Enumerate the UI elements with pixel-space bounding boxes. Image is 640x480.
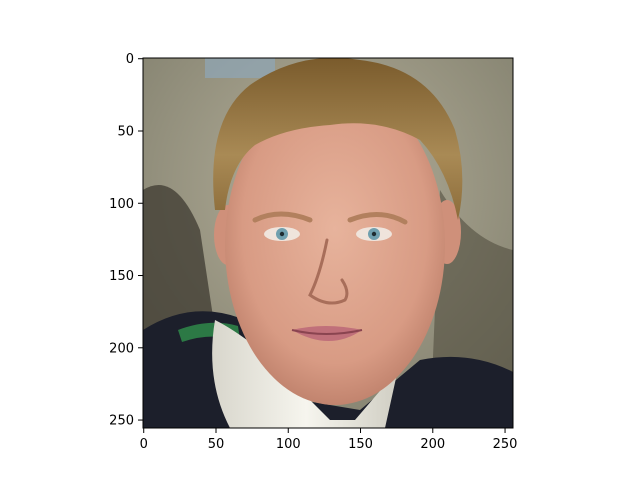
x-tick-label: 250 bbox=[493, 437, 518, 452]
x-tick-label: 100 bbox=[276, 437, 301, 452]
photo-eyebrow-left bbox=[252, 211, 313, 223]
y-tick-label: 250 bbox=[109, 414, 134, 429]
photo-image bbox=[143, 58, 513, 428]
x-tick-label: 50 bbox=[208, 437, 225, 452]
y-tick-label: 200 bbox=[109, 341, 134, 356]
axes-frame bbox=[142, 57, 514, 429]
y-tick-label: 100 bbox=[109, 197, 134, 212]
photo-hair bbox=[213, 58, 463, 220]
photo-eyebrow-right bbox=[347, 212, 408, 225]
y-axis: 0 50 100 150 200 250 bbox=[109, 52, 143, 429]
x-axis: 0 50 100 150 200 250 bbox=[140, 428, 518, 452]
x-tick-label: 150 bbox=[348, 437, 373, 452]
y-tick-label: 0 bbox=[126, 52, 134, 67]
x-tick-label: 200 bbox=[420, 437, 445, 452]
photo-face bbox=[225, 85, 445, 405]
photo-blue-object bbox=[205, 58, 275, 78]
photo-lip-line bbox=[291, 329, 363, 335]
x-tick-label: 0 bbox=[140, 437, 148, 452]
photo-shirt bbox=[212, 320, 400, 428]
photo-nose bbox=[308, 238, 349, 305]
photo-eye-left-pupil bbox=[279, 231, 285, 237]
y-tick-label: 50 bbox=[117, 124, 134, 139]
y-tick-label: 150 bbox=[109, 269, 134, 284]
photo-eye-right-pupil bbox=[371, 231, 377, 237]
